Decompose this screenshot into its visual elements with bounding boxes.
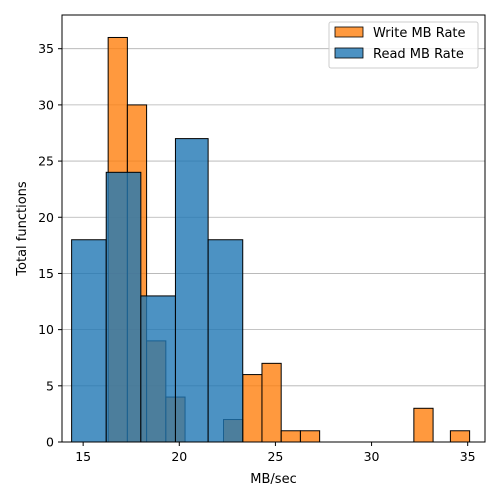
y-tick-label-10: 10 xyxy=(38,322,54,337)
x-tick-label-25: 25 xyxy=(267,449,283,464)
y-axis-label: Total functions xyxy=(15,181,30,277)
axis-ticks: 15 20 25 30 35 0 5 10 15 20 25 30 35 xyxy=(38,41,476,464)
y-tick-label-30: 30 xyxy=(38,97,54,112)
bar-read-mb-rate-0 xyxy=(71,239,107,443)
legend: Write MB Rate Read MB Rate xyxy=(328,21,479,69)
y-tick-label-20: 20 xyxy=(38,210,54,225)
bar-read-mb-rate-2 xyxy=(140,295,176,443)
y-tick-label-35: 35 xyxy=(38,41,54,56)
x-tick-label-15: 15 xyxy=(75,449,91,464)
bar-read-mb-rate-1 xyxy=(105,171,142,443)
bar-read-mb-rate-3 xyxy=(174,138,209,443)
bars xyxy=(71,36,471,443)
bar-write-mb-rate-10 xyxy=(449,430,471,443)
bar-write-mb-rate-6 xyxy=(261,362,282,443)
bar-write-mb-rate-8 xyxy=(299,430,321,443)
x-tick-label-20: 20 xyxy=(171,449,187,464)
legend-label-write: Write MB Rate xyxy=(373,26,466,41)
bar-write-mb-rate-7 xyxy=(280,430,301,443)
x-tick-label-30: 30 xyxy=(364,449,380,464)
legend-box xyxy=(328,21,479,69)
legend-swatch-read xyxy=(334,47,364,59)
y-tick-label-5: 5 xyxy=(46,378,54,393)
y-tick-label-25: 25 xyxy=(38,154,54,169)
x-axis-label: MB/sec xyxy=(250,472,296,487)
y-tick-label-15: 15 xyxy=(38,266,54,281)
plot-frame xyxy=(61,14,486,443)
legend-label-read: Read MB Rate xyxy=(373,47,464,62)
bar-read-mb-rate-4 xyxy=(207,239,244,443)
y-tick-label-0: 0 xyxy=(46,435,54,450)
bar-write-mb-rate-5 xyxy=(242,374,263,443)
legend-swatch-write xyxy=(334,26,364,38)
bar-write-mb-rate-9 xyxy=(413,407,434,443)
x-tick-label-35: 35 xyxy=(460,449,476,464)
